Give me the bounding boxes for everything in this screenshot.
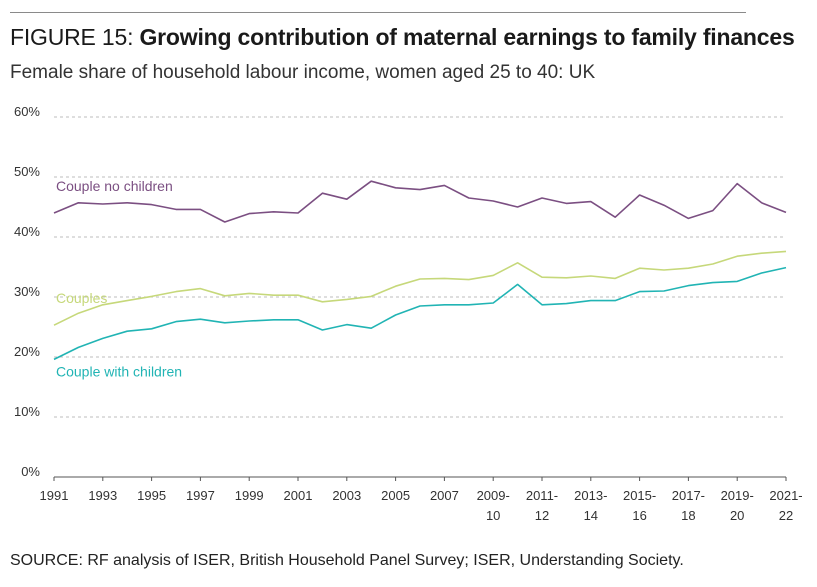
x-tick-label: 2009- (477, 488, 510, 503)
x-tick-label: 1993 (88, 488, 117, 503)
x-tick-label: 2011- (526, 488, 558, 503)
y-tick-label: 0% (21, 464, 40, 479)
x-tick-label: 2013- (574, 488, 607, 503)
figure-title-text: Growing contribution of maternal earning… (139, 24, 795, 50)
x-tick-label-line2: 10 (486, 508, 500, 523)
x-tick-label: 1997 (186, 488, 215, 503)
y-tick-label: 30% (14, 284, 40, 299)
x-tick-label: 2003 (332, 488, 361, 503)
x-tick-label-line2: 14 (584, 508, 598, 523)
figure-subtitle: Female share of household labour income,… (10, 62, 596, 83)
x-tick-label: 2005 (381, 488, 410, 503)
x-tick-label-line2: 20 (730, 508, 744, 523)
y-tick-label: 60% (14, 104, 40, 119)
series-line-couples (53, 250, 787, 326)
series-line-couple-with-children (53, 266, 787, 361)
y-tick-label: 40% (14, 224, 40, 239)
x-tick-label: 1991 (40, 488, 69, 503)
x-tick-label: 1999 (235, 488, 264, 503)
x-tick-label: 2019- (721, 488, 754, 503)
y-tick-label: 20% (14, 344, 40, 359)
source-note: SOURCE: RF analysis of ISER, British Hou… (10, 552, 684, 569)
x-tick-label: 2017- (672, 488, 705, 503)
series-lines (53, 180, 787, 361)
series-line-couple-no-children (53, 180, 787, 223)
x-tick-label: 1995 (137, 488, 166, 503)
gridlines (54, 116, 786, 478)
series-label-couples: Couples (56, 290, 107, 306)
figure-label: FIGURE 15: (10, 24, 134, 50)
x-tick-label-line2: 18 (681, 508, 695, 523)
x-tick-label: 2021- (769, 488, 802, 503)
x-tick-label-line2: 22 (779, 508, 793, 523)
x-axis: 1991 1993 1995 1997 1999 2001 2003 2005 2007 2009… (40, 477, 803, 523)
y-axis-ticks: 0% 10% 20% 30% 40% 50% 60% (14, 104, 40, 479)
series-label-couple-no-children: Couple no children (56, 178, 173, 194)
top-rule (10, 12, 746, 13)
x-tick-label: 2007 (430, 488, 459, 503)
x-tick-label: 2001 (284, 488, 313, 503)
x-tick-label: 2015- (623, 488, 656, 503)
series-labels: Couple no children Couples Couple with chi… (56, 178, 182, 379)
x-tick-label-line2: 16 (632, 508, 646, 523)
y-tick-label: 50% (14, 164, 40, 179)
series-label-couple-with-children: Couple with children (56, 363, 182, 379)
figure-title: FIGURE 15: Growing contribution of mater… (10, 24, 795, 51)
line-chart: 0%10%20%30%40%50%60% 1991 1993 1995 1997 199… (14, 104, 803, 523)
x-tick-label-line2: 12 (535, 508, 549, 523)
y-tick-label: 10% (14, 404, 40, 419)
